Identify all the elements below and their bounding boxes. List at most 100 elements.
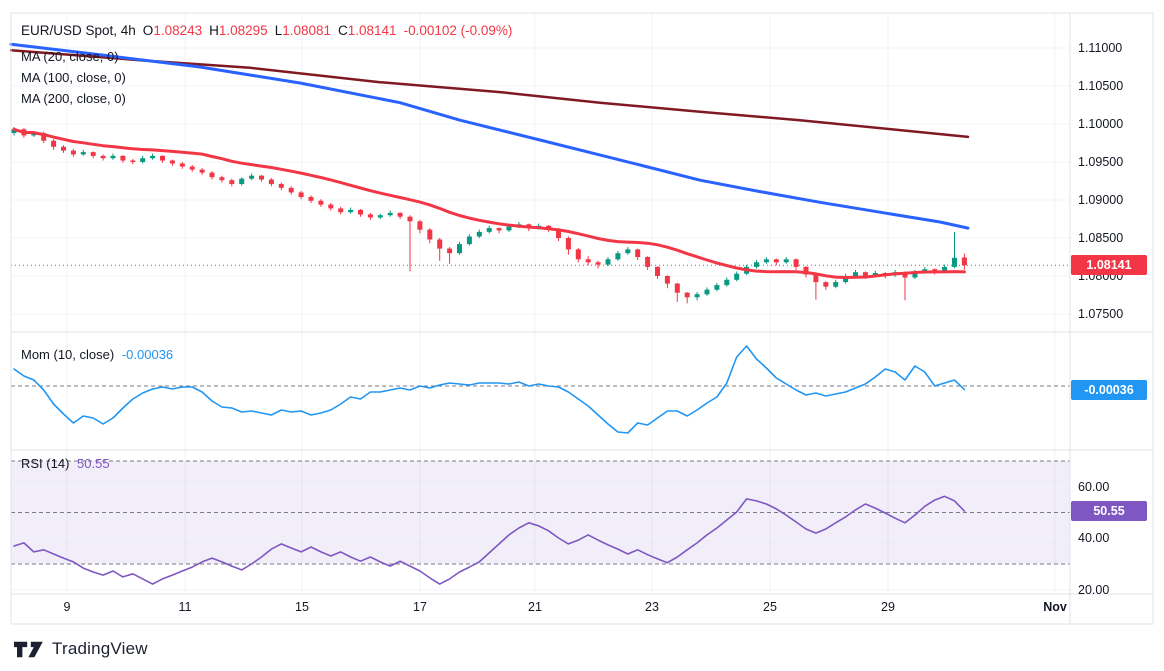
tradingview-logo-icon (14, 641, 43, 657)
rsi-axis-label: 40.00 (1078, 531, 1110, 545)
candle-body (249, 175, 255, 179)
candle-body (961, 257, 967, 266)
candle-body (298, 192, 304, 197)
candle-body (259, 175, 264, 180)
candle-body (476, 231, 482, 237)
candle-body (130, 160, 136, 162)
candle-body (427, 229, 433, 240)
price-axis-label: 1.08500 (1078, 231, 1124, 245)
candle-body (902, 272, 908, 278)
time-axis-label: 21 (528, 600, 542, 614)
candle-body (862, 272, 868, 276)
candle-body (942, 266, 948, 272)
open-value: 1.08243 (153, 23, 203, 38)
candle-body (328, 204, 334, 209)
price-axis-label: 1.10000 (1078, 117, 1124, 131)
candle-body (724, 279, 730, 286)
candle-body (288, 187, 294, 193)
time-axis-label: 29 (881, 600, 895, 614)
time-axis-label: 25 (763, 600, 777, 614)
ma100-line (9, 42, 970, 230)
chart-border (10, 12, 1154, 625)
open-label: O (142, 23, 154, 38)
candle-body (358, 209, 363, 215)
candle-body (100, 155, 106, 159)
rsi-value-badge: 50.55 (1071, 501, 1147, 521)
candle-body (803, 266, 809, 275)
momentum-value-badge: -0.00036 (1071, 380, 1147, 400)
rsi-legend-label: RSI (14) (21, 456, 70, 471)
price-axis-label: 1.07500 (1078, 307, 1124, 321)
ma200-legend[interactable]: MA (200, close, 0) (21, 91, 126, 106)
candle-body (110, 155, 116, 159)
candle-body (387, 212, 393, 216)
candle-body (338, 208, 344, 213)
candle-body (625, 249, 631, 254)
momentum-legend-value: -0.00036 (121, 347, 174, 362)
candle-body (407, 216, 413, 222)
candle-body (783, 259, 789, 263)
candle-body (179, 163, 185, 167)
candle-body (41, 133, 47, 141)
candle-body (199, 169, 205, 173)
candle-body (417, 221, 423, 230)
candle-body (813, 274, 819, 283)
candle-body (61, 146, 66, 151)
ma20-legend-label: MA (20, close, 0) (21, 49, 119, 64)
candle-body (853, 272, 858, 276)
candle-body (239, 178, 245, 184)
candle-body (70, 150, 76, 155)
candle-body (397, 212, 403, 217)
candle-body (655, 266, 660, 276)
rsi-legend[interactable]: RSI (14) 50.55 (21, 456, 110, 471)
candle-body (189, 166, 195, 170)
price-axis-label: 1.11000 (1078, 41, 1123, 55)
candle-body (595, 262, 601, 265)
tradingview-logo-link[interactable]: TradingView (14, 639, 148, 659)
time-axis-label: Nov (1043, 600, 1067, 614)
momentum-legend[interactable]: Mom (10, close) -0.00036 (21, 347, 173, 362)
candle-body (754, 262, 759, 267)
candle-body (763, 259, 769, 263)
ma100-legend[interactable]: MA (100, close, 0) (21, 70, 126, 85)
candle-body (694, 294, 700, 298)
candle-body (635, 249, 641, 257)
close-value: 1.08141 (347, 23, 397, 38)
candle-body (664, 276, 670, 284)
candle-body (615, 253, 621, 260)
current-price-badge: 1.08141 (1071, 255, 1147, 275)
candle-body (605, 259, 611, 265)
time-axis-label: 15 (295, 600, 309, 614)
candle-body (150, 155, 156, 159)
momentum-legend-label: Mom (10, close) (21, 347, 115, 362)
candle-body (843, 276, 849, 283)
candle-body (80, 152, 86, 155)
candle-body (278, 184, 284, 188)
candle-body (684, 292, 690, 298)
candle-body (734, 273, 740, 280)
time-axis-label: 9 (63, 600, 71, 614)
ma20-legend[interactable]: MA (20, close, 0) (21, 49, 119, 64)
candle-body (160, 155, 165, 161)
price-axis-label: 1.09500 (1078, 155, 1124, 169)
change-value: -0.00102 (-0.09%) (403, 23, 513, 38)
candle-body (823, 282, 829, 287)
candle-body (367, 214, 373, 218)
ma200-legend-label: MA (200, close, 0) (21, 91, 126, 106)
candle-body (31, 133, 37, 136)
price-axis-label: 1.09000 (1078, 193, 1124, 207)
rsi-axis-label: 20.00 (1078, 583, 1110, 597)
symbol-title: EUR/USD Spot, 4h (21, 23, 136, 38)
time-axis-label: 17 (413, 600, 427, 614)
symbol-legend[interactable]: EUR/USD Spot, 4h O1.08243 H1.08295 L1.08081… (21, 23, 512, 38)
time-axis-label: 23 (645, 600, 659, 614)
close-label: C (338, 23, 348, 38)
candle-body (932, 269, 938, 272)
price-axis-label: 1.10500 (1078, 79, 1124, 93)
candle-body (556, 228, 561, 238)
candle-body (704, 289, 710, 295)
candle-body (486, 228, 492, 232)
candle-body (833, 282, 839, 287)
